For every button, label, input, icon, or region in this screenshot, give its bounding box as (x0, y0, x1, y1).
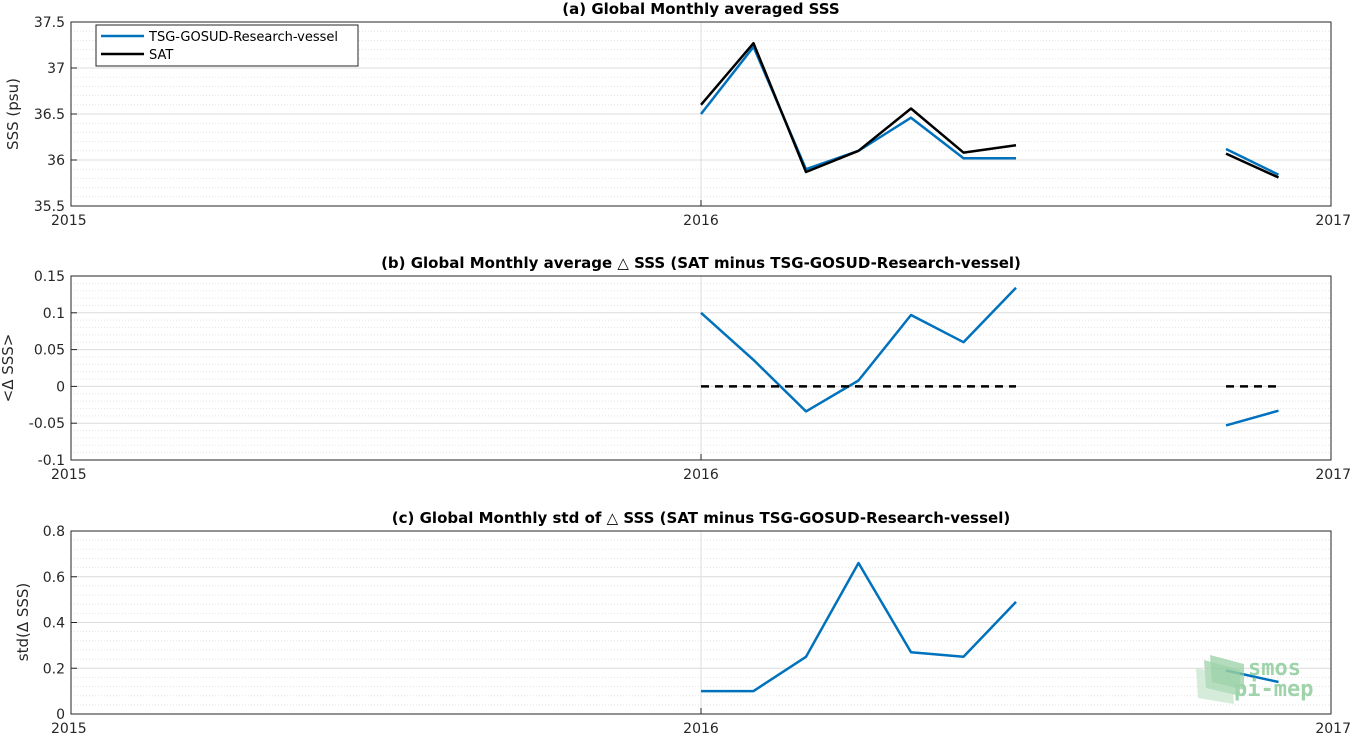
panel-c-y-tick-label: 0.6 (43, 570, 65, 586)
logo-mark-icon-layer (1210, 655, 1244, 690)
panel-a-x-tick-label: 2016 (683, 213, 719, 229)
panel-a-x-ticks: 2015 2016 2017 (51, 200, 1351, 229)
panel-a-y-tick-label: 35.5 (34, 199, 65, 215)
panel-a-x-tick-label: 2017 (1315, 213, 1351, 229)
panel-b-y-ticks: -0.1 -0.05 0 0.05 0.1 0.15 (29, 269, 77, 469)
panel-c-frame (70, 530, 1332, 715)
panel-a-title: (a) Global Monthly averaged SSS (562, 0, 839, 18)
legend: TSG-GOSUD-Research-vessel SAT (95, 24, 359, 67)
panel-b-x-ticks: 2015 2016 2017 (51, 454, 1351, 483)
panel-b: (b) Global Monthly average △ SSS (SAT mi… (0, 254, 1351, 483)
panel-a-series-0-line (1225, 147, 1280, 176)
panel-c-y-ticks: 0 0.2 0.4 0.6 0.8 (43, 524, 77, 723)
panel-a-y-tick-label: 36 (47, 153, 65, 169)
panel-b-y-tick-label: 0.05 (34, 343, 65, 359)
panel-a-frame (70, 21, 1332, 207)
panel-b-x-tick-label: 2016 (683, 467, 719, 483)
panel-c-series (701, 561, 1279, 693)
panel-b-x-tick-label: 2015 (51, 467, 87, 483)
panel-a-x-tick-label: 2015 (51, 213, 87, 229)
panel-a-series (700, 41, 1280, 179)
panel-c: (c) Global Monthly std of △ SSS (SAT min… (14, 509, 1351, 736)
panel-c-series-0-line (701, 561, 1017, 693)
legend-label-sat: SAT (149, 48, 173, 63)
panel-a-series-1-line (1225, 152, 1280, 179)
panel-a-series-1-line (700, 41, 1017, 174)
logo-text-pimep: pi-mep (1234, 677, 1313, 702)
panel-b-frame (70, 275, 1332, 461)
panel-a-y-tick-label: 37 (47, 61, 65, 77)
panel-c-x-ticks: 2015 2016 2017 (51, 708, 1351, 736)
legend-label-tsg: TSG-GOSUD-Research-vessel (148, 30, 338, 45)
panel-b-y-tick-label: 0 (56, 379, 65, 395)
panel-a-y-ticks: 35.5 36 36.5 37 37.5 (34, 15, 77, 215)
panel-c-y-tick-label: 0.4 (43, 616, 65, 632)
panel-b-grid (71, 276, 1331, 460)
panel-a-y-tick-label: 36.5 (34, 107, 65, 123)
smos-pi-mep-logo: smos pi-mep (1196, 655, 1313, 704)
panel-c-x-tick-label: 2016 (683, 721, 719, 736)
panel-b-series-0-line (1225, 409, 1279, 427)
panel-c-grid (71, 531, 1331, 714)
panel-b-y-tick-label: 0.15 (34, 269, 65, 285)
panel-c-y-tick-label: 0 (56, 707, 65, 723)
panel-b-series (700, 286, 1279, 427)
panel-a-ylabel: SSS (psu) (4, 78, 22, 150)
panel-b-ylabel: <Δ SSS> (0, 334, 17, 403)
panel-a: (a) Global Monthly averaged SSS SSS (psu… (4, 0, 1351, 229)
panel-b-series-0-line (700, 286, 1017, 413)
panel-c-ylabel: std(Δ SSS) (14, 583, 32, 662)
panel-c-y-tick-label: 0.2 (43, 661, 65, 677)
panel-c-title: (c) Global Monthly std of △ SSS (SAT min… (392, 509, 1010, 527)
panel-c-y-tick-label: 0.8 (43, 524, 65, 540)
panel-b-x-tick-label: 2017 (1315, 467, 1351, 483)
panel-b-y-tick-label: 0.1 (43, 306, 65, 322)
panel-c-x-tick-label: 2015 (51, 721, 87, 736)
panel-b-y-tick-label: -0.05 (29, 416, 65, 432)
panel-b-y-tick-label: -0.1 (38, 453, 65, 469)
panel-a-y-tick-label: 37.5 (34, 15, 65, 31)
logo-text-smos: smos (1248, 656, 1301, 681)
panel-c-x-tick-label: 2017 (1315, 721, 1351, 736)
panel-b-title: (b) Global Monthly average △ SSS (SAT mi… (381, 254, 1021, 272)
legend-box (95, 24, 359, 67)
